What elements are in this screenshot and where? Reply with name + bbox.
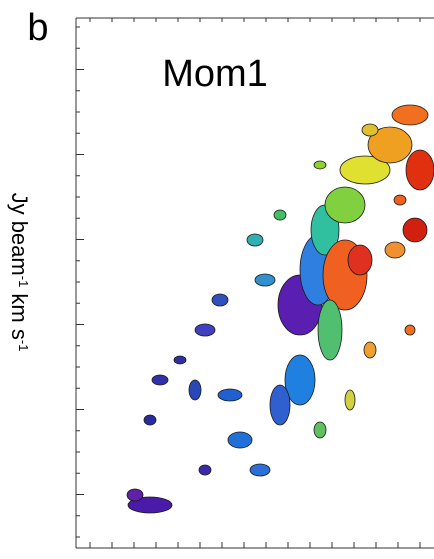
blob — [273, 209, 287, 221]
blob — [317, 299, 343, 361]
blob — [347, 244, 373, 276]
blob — [188, 379, 202, 401]
blob — [391, 104, 429, 126]
blob — [143, 414, 157, 426]
colorbar-label: Jy beam-1 km s-1 — [7, 193, 32, 352]
blob — [198, 464, 212, 476]
blob — [284, 354, 316, 406]
blob — [405, 149, 434, 191]
blob — [194, 323, 216, 337]
ticks — [76, 18, 421, 548]
blob — [344, 389, 356, 411]
label-part: Jy beam — [7, 193, 32, 276]
blob — [367, 126, 413, 164]
panel-label: b — [27, 7, 48, 49]
blob — [361, 123, 379, 137]
blob — [269, 384, 291, 426]
label-part: km s — [7, 287, 32, 340]
emission-map — [126, 104, 434, 514]
blob — [402, 217, 428, 243]
blob — [313, 421, 327, 439]
map-title: Mom1 — [162, 53, 268, 95]
blob — [173, 355, 187, 365]
blob — [126, 488, 144, 502]
blob — [127, 496, 173, 514]
blob — [217, 388, 243, 402]
blob — [227, 431, 253, 449]
blob — [363, 341, 377, 359]
blob — [384, 241, 406, 259]
blob — [339, 155, 391, 185]
label-part: -1 — [17, 276, 32, 288]
blob — [393, 194, 407, 206]
blob — [249, 463, 271, 477]
blob — [324, 186, 366, 224]
blob — [254, 273, 276, 287]
blob — [246, 233, 264, 247]
blob — [151, 374, 169, 386]
label-part: -1 — [17, 340, 32, 352]
map-frame — [75, 17, 434, 549]
blob — [313, 160, 327, 170]
blob — [211, 293, 229, 307]
blob — [404, 324, 416, 336]
